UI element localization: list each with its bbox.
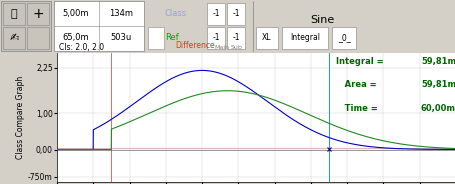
Text: Class: Class [165,9,187,18]
Text: Sub: Sub [231,45,243,49]
Text: Main: Main [214,45,229,49]
Text: _0_: _0_ [337,33,349,42]
Bar [207,3,224,25]
Text: -1: -1 [232,33,239,42]
Text: -1: -1 [232,9,239,18]
Bar [227,27,244,49]
Text: Integral =: Integral = [336,57,386,66]
Text: Integral: Integral [289,33,319,42]
Text: ✍: ✍ [9,33,19,43]
Bar [227,3,244,25]
Text: Area =: Area = [336,80,379,89]
Y-axis label: Class Compare Graph: Class Compare Graph [16,76,25,159]
Text: 65,0m: 65,0m [62,33,89,42]
Bar [1,1,51,51]
Text: 60,00m: 60,00m [420,104,455,113]
Text: 134m: 134m [109,9,133,18]
Text: Time =: Time = [336,104,380,113]
Text: -1: -1 [212,33,219,42]
Text: Difference: Difference [175,40,214,49]
Text: Cls: 2.0, 2.0: Cls: 2.0, 2.0 [59,43,104,52]
Bar [331,27,355,49]
Text: 59,81m: 59,81m [420,57,455,66]
Text: Ref: Ref [165,33,178,42]
Text: 59,81m: 59,81m [420,80,455,89]
Bar [54,1,144,51]
Text: ⌕: ⌕ [10,9,17,19]
Text: XL: XL [262,33,271,42]
Bar [27,3,49,25]
Bar [3,27,25,49]
Bar [255,27,278,49]
Text: -1: -1 [212,9,219,18]
Bar [207,27,224,49]
Text: +: + [32,7,44,21]
Bar [148,27,164,49]
Text: 5,00m: 5,00m [63,9,89,18]
Text: Sine: Sine [309,15,334,25]
Bar [281,27,327,49]
Bar [27,27,49,49]
Text: 503u: 503u [110,33,131,42]
Bar [3,3,25,25]
